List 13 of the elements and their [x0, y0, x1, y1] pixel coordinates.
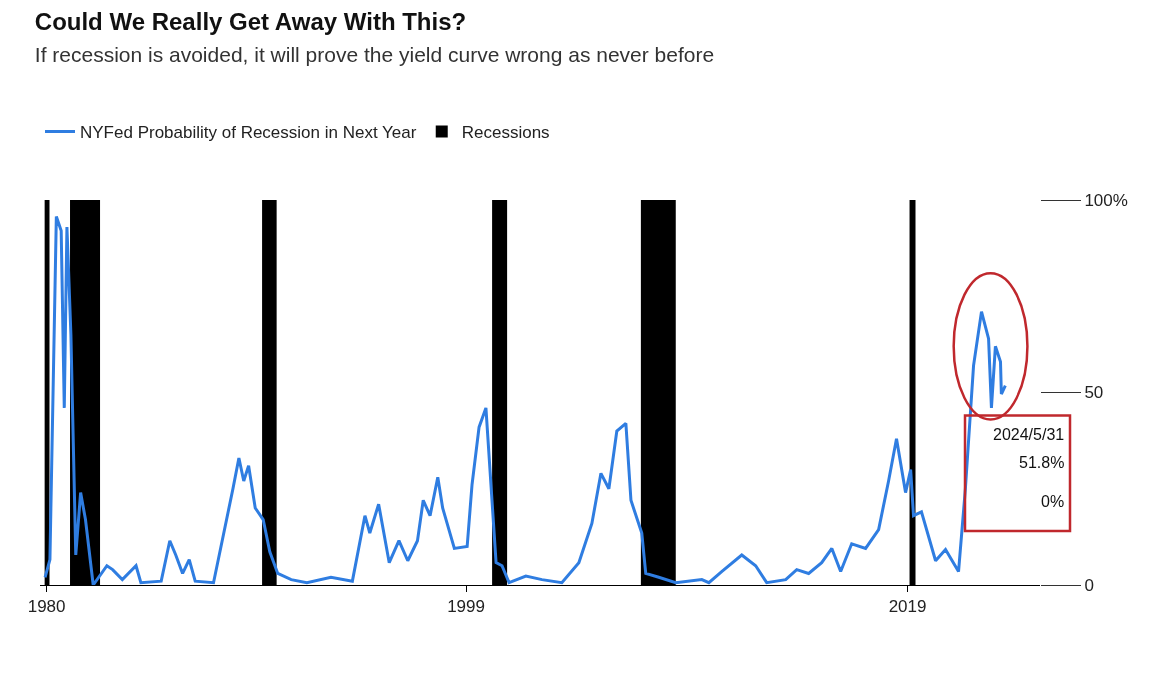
chart-title: Could We Really Get Away With This?: [34, 8, 467, 36]
legend-label: NYFed Probability of Recession in Next Year: [80, 123, 417, 143]
x-tick-label: 1999: [447, 597, 485, 617]
x-tick-label: 2019: [888, 597, 927, 617]
y-tick-label: 100%: [1084, 190, 1128, 210]
annotation: 2024/5/31: [993, 426, 1065, 443]
annotation: 51.8%: [1019, 454, 1065, 471]
text: 0%: [1041, 493, 1065, 510]
y-tick-label: 50: [1084, 383, 1104, 403]
y-tick-label: 0: [1084, 575, 1094, 595]
x-tick-label: 1980: [27, 597, 66, 617]
legend-label: Recessions: [461, 123, 550, 143]
chart-subtitle: If recession is avoided, it will prove the yield curve wrong as never before: [34, 42, 715, 66]
